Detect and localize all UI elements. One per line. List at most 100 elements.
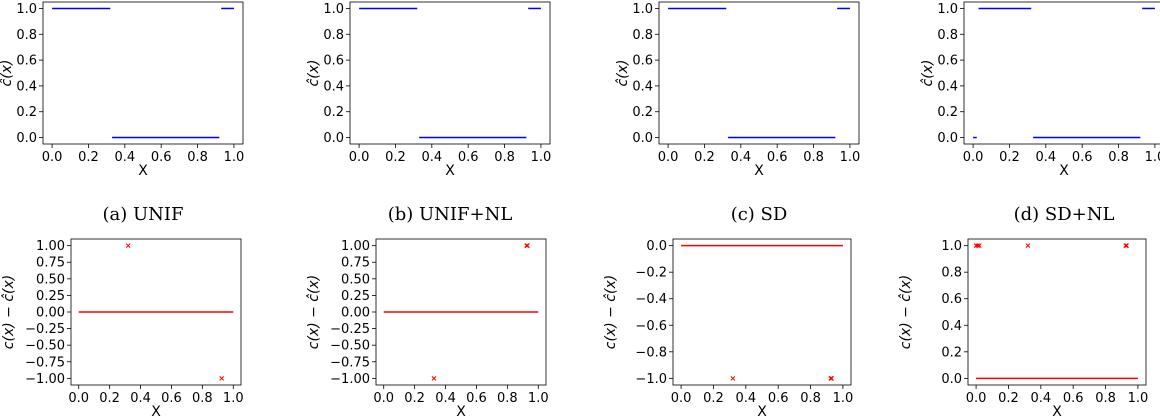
x-tick-label: 0.4 [130,391,151,406]
y-tick-label: −1.00 [25,372,65,387]
data-point-marker [219,376,225,381]
marker-stroke [219,376,225,381]
y-tick-label: −0.50 [330,339,370,354]
x-axis-label: X [445,163,455,179]
y-tick-label: 0.2 [323,105,344,120]
x-tick-label: 0.8 [494,150,515,165]
x-tick-label: 0.4 [1035,150,1056,165]
x-tick-label: 0.2 [703,391,724,406]
y-axis-label: ĉ(x) [615,60,631,87]
y-tick-label: 0.50 [36,272,65,287]
x-axis-label: X [1059,163,1069,179]
y-tick-label: 1.0 [941,239,962,254]
y-tick-label: 0.2 [937,105,958,120]
y-tick-label: 0.8 [937,28,958,43]
x-tick-label: 1.0 [224,150,245,165]
data-point-marker [730,376,736,381]
y-axis-label: c(x) − ĉ(x) [898,275,914,349]
x-tick-label: 0.8 [1108,150,1129,165]
data-point-marker [125,243,131,248]
subfigure-caption: (d) SD+NL [1014,204,1115,225]
y-tick-label: 0.00 [341,306,370,321]
y-tick-label: 0.2 [632,105,653,120]
y-tick-label: 0.6 [16,54,37,69]
marker-stroke [524,243,530,248]
y-tick-label: 0.6 [937,54,958,69]
x-axis-label: X [151,404,161,416]
y-tick-label: 1.0 [16,2,37,17]
y-tick-label: 0.4 [16,79,37,94]
subfigure-caption: (a) UNIF [102,204,183,225]
x-tick-label: 0.8 [497,391,518,406]
y-tick-label: −0.6 [635,319,667,334]
marker-stroke [828,376,834,381]
y-tick-label: −1.00 [330,372,370,387]
x-tick-label: 0.2 [694,150,715,165]
y-axis-label: c(x) − ĉ(x) [306,275,322,349]
y-tick-label: 0.0 [937,131,958,146]
data-point-marker [1124,243,1129,248]
data-point-marker [1123,243,1129,248]
plot-frame [42,1,244,145]
y-tick-label: 0.6 [941,292,962,307]
x-tick-label: 0.4 [735,391,756,406]
x-tick-label: 0.0 [42,150,63,165]
y-axis-label: ĉ(x) [0,60,15,87]
chart-g: 0.0 0.2 0.4 0.6 0.8 1.0 0.0 −0.2 −0.4 −0.6 −0.8 −1.… [603,238,853,416]
x-tick-label: 1.0 [531,150,552,165]
y-tick-label: 0.8 [941,266,962,281]
x-tick-label: 0.6 [767,150,788,165]
x-tick-label: 0.2 [78,150,99,165]
x-tick-label: 0.2 [99,391,120,406]
y-tick-label: −1.0 [635,372,667,387]
x-tick-label: 1.0 [840,150,861,165]
y-tick-label: −0.8 [635,345,667,360]
x-tick-label: 0.0 [671,391,692,406]
y-tick-label: 0.0 [632,131,653,146]
marker-stroke [431,376,437,381]
plot-frame [658,1,860,145]
y-tick-label: 1.0 [937,2,958,17]
x-axis-label: X [1052,404,1062,416]
chart-h: 0.0 0.2 0.4 0.6 0.8 1.0 0.0 0.2 0.4 0.6 0.8 1.0 Xc(x… [898,238,1148,416]
y-tick-label: 0.4 [937,79,958,94]
x-tick-label: 0.4 [421,150,442,165]
x-tick-label: 0.0 [966,391,987,406]
x-tick-label: 1.0 [223,391,244,406]
chart-c: 0.0 0.2 0.4 0.6 0.8 1.0 0.0 0.2 0.4 0.6 0.8 1.0 Xĉ(x… [615,1,861,225]
x-tick-label: 0.4 [730,150,751,165]
y-tick-label: 0.2 [16,105,37,120]
marker-stroke [975,243,981,248]
y-tick-label: 0.50 [341,272,370,287]
y-tick-label: 0.4 [323,79,344,94]
y-tick-label: 0.4 [941,319,962,334]
x-tick-label: 0.6 [768,391,789,406]
marker-stroke [730,376,736,381]
y-tick-label: 1.00 [341,239,370,254]
data-point-marker [431,376,437,381]
y-tick-label: 0.6 [632,54,653,69]
y-tick-label: 0.0 [323,131,344,146]
x-tick-label: 0.0 [349,150,370,165]
x-tick-label: 0.8 [803,150,824,165]
y-tick-label: 0.6 [323,54,344,69]
y-tick-label: −0.4 [635,292,667,307]
y-tick-label: −0.75 [25,355,65,370]
y-tick-label: −0.50 [25,339,65,354]
y-tick-label: 1.0 [323,2,344,17]
data-point-marker [525,243,530,248]
data-point-marker [524,243,530,248]
chart-e: 0.0 0.2 0.4 0.6 0.8 1.01.000.750.500.250.00−0… [1,238,244,416]
y-tick-label: 0.0 [646,239,667,254]
x-tick-label: 1.0 [528,391,549,406]
y-tick-label: 0.75 [36,256,65,271]
x-tick-label: 0.0 [963,150,984,165]
x-tick-label: 0.4 [1030,391,1051,406]
y-tick-label: −0.25 [25,322,65,337]
x-tick-label: 1.0 [1145,150,1160,165]
y-tick-label: 1.00 [36,239,65,254]
chart-b: 0.0 0.2 0.4 0.6 0.8 1.0 0.0 0.2 0.4 0.6 0.8 1.0 Xĉ(x… [306,1,552,225]
marker-stroke [1025,243,1031,248]
x-tick-label: 0.6 [1072,150,1093,165]
